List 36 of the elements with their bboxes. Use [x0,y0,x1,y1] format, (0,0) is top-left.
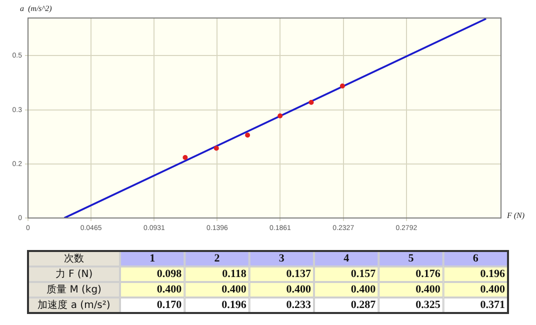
data-label: 0.400 [222,284,247,296]
data-label: 0.176 [416,268,441,280]
data-label: 0.400 [350,284,376,296]
x-axis-title: F (N) [506,211,525,220]
x-axis-title: 次数 [64,253,84,264]
data-label: 0.400 [156,284,182,296]
data-label: 0.157 [350,268,376,280]
data-label: 0.400 [416,284,441,296]
data-label: 0.137 [286,268,312,280]
x-tick-label: 4 [344,252,350,265]
x-tick-label: 1 [150,252,156,265]
point [340,83,345,88]
point [278,113,283,118]
x-tick-label: 3 [278,252,285,265]
data-label: 0.400 [286,284,312,296]
data-label: 0.287 [350,299,376,312]
y-tick-label: 加速度 a (m/s²) [38,298,110,311]
y-tick-label: 力 F (N) [55,268,93,280]
x-tick-label: 6 [472,252,479,265]
x-tick-label: 5 [408,252,414,265]
point [214,146,219,151]
data-label: 0.233 [286,299,312,312]
point [182,155,188,160]
data-label: 0.325 [416,299,441,312]
data-label: 0.196 [480,268,506,280]
data-label: 0.196 [222,299,247,312]
data-label: 0.118 [222,268,247,280]
point [308,100,314,105]
x-tick-label: 2 [214,252,220,265]
data-label: 0.170 [156,299,182,312]
y-axis-title: a (m/s^2) [20,4,52,14]
data-label: 0.400 [480,284,506,296]
data-label: 0.371 [480,299,505,312]
point [245,132,250,138]
y-tick-label: 质量 M (kg) [46,283,102,296]
data-label: 0.098 [156,268,182,280]
